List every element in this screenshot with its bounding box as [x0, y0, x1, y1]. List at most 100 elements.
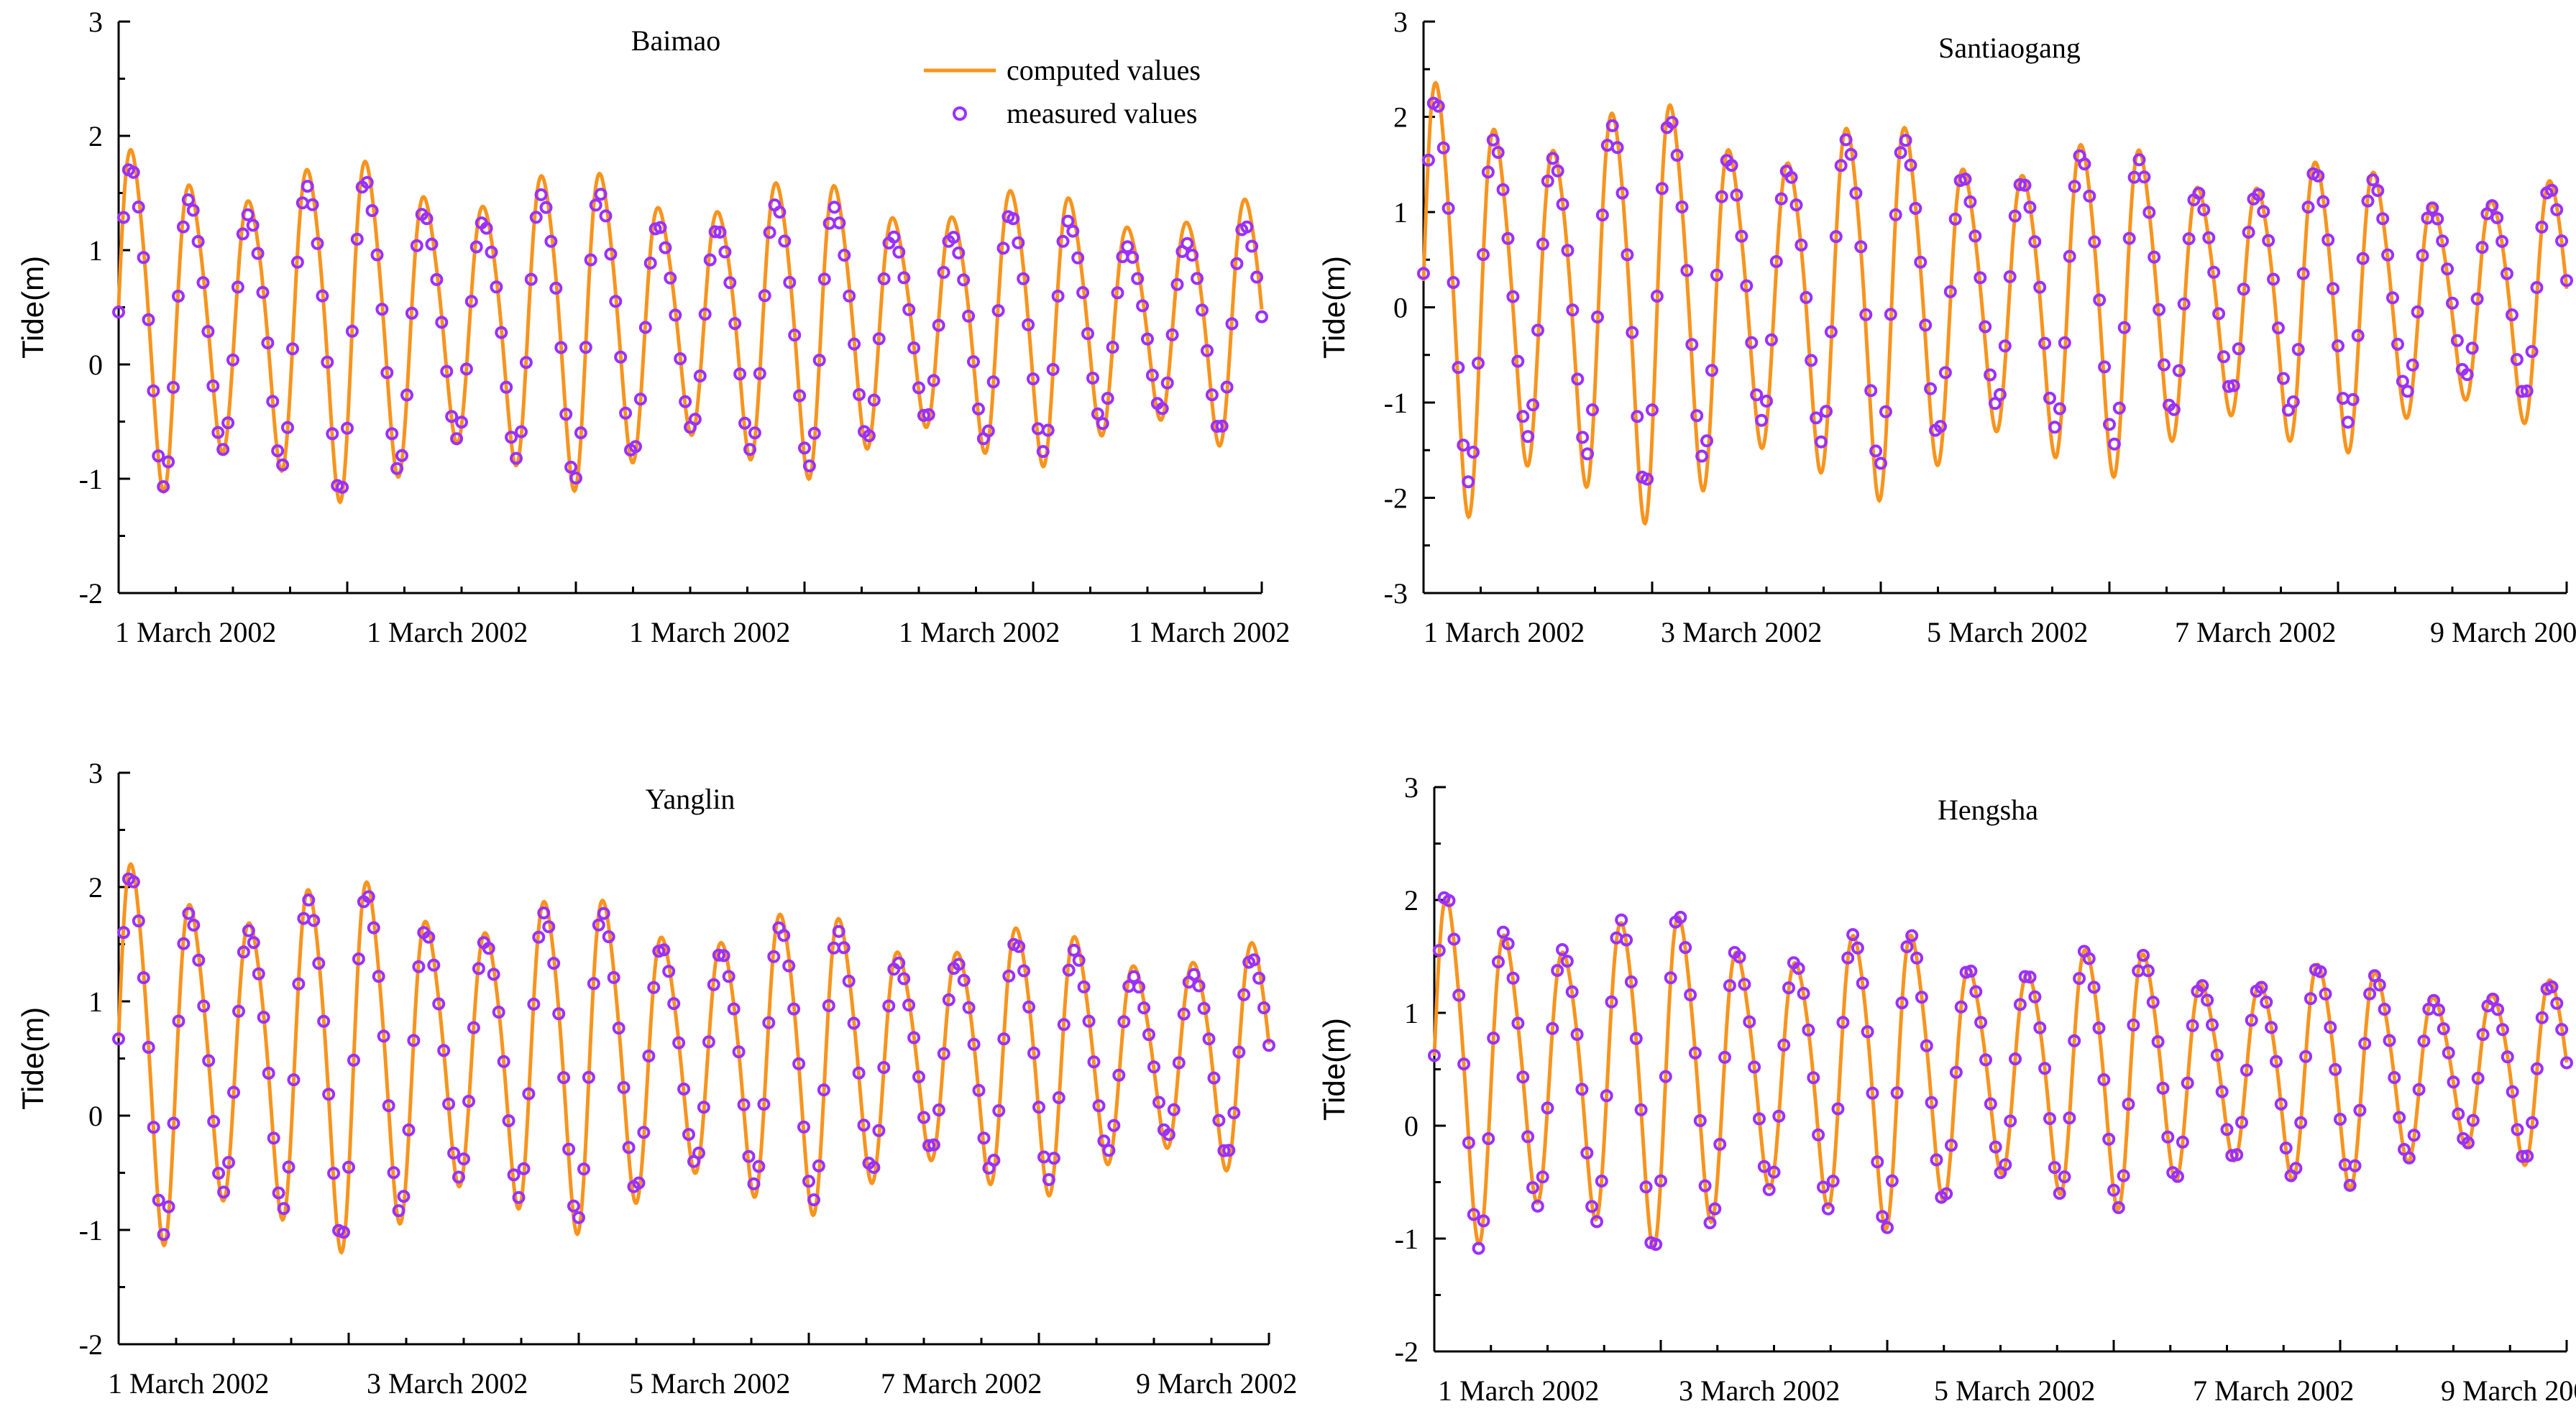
measured-value-point [659, 241, 672, 254]
measured-value-point [1605, 995, 1618, 1009]
measured-value-point [2137, 170, 2151, 184]
measured-value-point [712, 948, 725, 962]
measured-value-point [2004, 1114, 2017, 1128]
measured-value-point [1541, 1101, 1554, 1115]
measured-value-point [1096, 417, 1109, 431]
measured-value-point [2167, 403, 2181, 416]
chart-panel-baimao: -2 -1 0 1 2 3 1 March 2002 1 March 2002 1 March … [16, 6, 1290, 648]
measured-value-point [2102, 1132, 2116, 1146]
measured-value-point [1748, 1060, 1761, 1074]
measured-value-point [2053, 1187, 2066, 1200]
measured-value-point [2048, 1161, 2061, 1175]
measured-value-point [1859, 308, 1873, 321]
measured-value-point [1197, 1001, 1211, 1015]
measured-value-point [487, 968, 500, 981]
measured-value-point [1750, 388, 1764, 402]
measured-value-point [574, 426, 587, 440]
measured-value-point [1654, 1174, 1667, 1188]
measured-value-point [2225, 1149, 2239, 1162]
measured-value-point [1431, 99, 1445, 113]
measured-value-point [2535, 220, 2549, 234]
measured-value-point [922, 1139, 935, 1152]
measured-value-point [609, 295, 623, 308]
measured-value-point [1027, 1047, 1040, 1060]
measured-value-point [1467, 1208, 1480, 1221]
measured-value-point [579, 341, 592, 354]
measured-value-point [515, 425, 528, 438]
measured-value-point [2232, 342, 2245, 356]
measured-value-point [1012, 236, 1025, 249]
measured-value-point [2270, 1055, 2283, 1068]
measured-value-point [2291, 343, 2305, 357]
measured-value-point [2545, 980, 2559, 993]
measured-value-point [1831, 1102, 1845, 1116]
measured-value-point [2107, 437, 2121, 451]
y-tick-label: 0 [1404, 1110, 1418, 1142]
measured-value-point [232, 1004, 245, 1018]
measured-value-point [778, 234, 792, 248]
measured-value-point [738, 416, 751, 430]
measured-value-point [1017, 272, 1030, 285]
measured-value-point [1846, 928, 1860, 942]
measured-value-point [1536, 237, 1549, 251]
station-title: Yanglin [646, 783, 735, 815]
measured-value-point [1421, 153, 1435, 167]
measured-value-point [2406, 358, 2419, 372]
measured-value-point [2460, 368, 2474, 382]
measured-value-point [327, 1167, 341, 1180]
measured-value-point [1441, 201, 1455, 215]
measured-value-point [2245, 1014, 2258, 1027]
measured-value-point [251, 247, 265, 260]
measured-value-point [1685, 338, 1699, 352]
measured-value-point [301, 180, 314, 193]
measured-value-point [1620, 933, 1633, 947]
measured-value-point [562, 1142, 576, 1156]
measured-value-point [773, 206, 787, 219]
measured-value-point [1964, 964, 1978, 978]
measured-value-point [2212, 307, 2226, 321]
measured-value-point [112, 1032, 125, 1046]
measured-value-point [142, 1041, 155, 1054]
measured-value-point [577, 1162, 590, 1176]
measured-value-point [2452, 1107, 2465, 1121]
measured-value-point [838, 249, 851, 262]
measured-value-point [732, 1045, 746, 1059]
measured-value-point [787, 1002, 801, 1016]
measured-value-point [2202, 231, 2216, 244]
measured-value-point [2279, 1142, 2293, 1155]
measured-value-point [2470, 292, 2484, 306]
measured-value-point [186, 203, 200, 217]
measured-value-point [922, 408, 935, 421]
measured-value-point [1851, 941, 1864, 955]
measured-value-point [1715, 190, 1728, 203]
measured-value-point [1639, 1180, 1653, 1194]
measured-value-point [1516, 1070, 1530, 1084]
measured-value-point [2446, 296, 2459, 310]
measured-value-point [176, 220, 190, 234]
measured-value-point [1132, 981, 1146, 994]
measured-value-point [2257, 205, 2270, 219]
measured-value-point [682, 1128, 695, 1142]
measured-value-point [1864, 384, 1878, 398]
measured-value-point [1428, 1049, 1441, 1062]
measured-value-point [2033, 1021, 2047, 1034]
measured-value-point [1979, 1053, 1992, 1067]
measured-value-point [1948, 212, 1962, 226]
measured-value-point [2122, 1098, 2135, 1111]
measured-value-point [1581, 447, 1595, 461]
measured-value-point [2018, 970, 2032, 983]
measured-value-point [713, 226, 727, 239]
x-tick-label: 7 March 2002 [2175, 616, 2336, 648]
measured-value-point [1521, 1130, 1535, 1144]
measured-value-point [286, 342, 299, 356]
measured-value-point [2373, 978, 2386, 992]
measured-value-point [2462, 1136, 2475, 1149]
measured-value-point [1047, 1152, 1060, 1165]
measured-value-point [1841, 951, 1855, 965]
measured-value-point [1501, 937, 1515, 950]
measured-value-point [1541, 174, 1554, 188]
measured-value-point [1486, 133, 1500, 147]
measured-value-point [762, 1016, 776, 1029]
measured-value-point [534, 188, 548, 201]
measured-value-point [1762, 1183, 1776, 1196]
